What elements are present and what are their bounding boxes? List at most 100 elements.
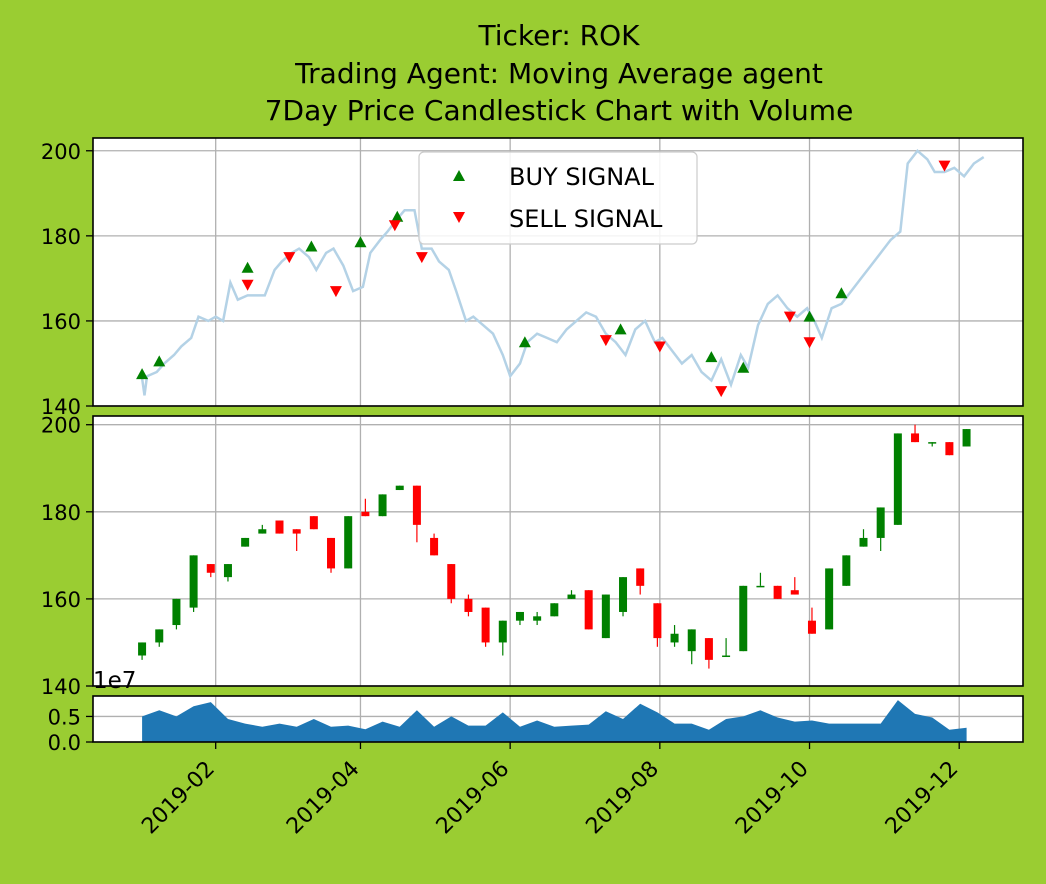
candle-body [464,598,473,612]
candle-body [395,485,404,491]
candles-ytick-label: 200 [41,414,81,438]
candle-body [739,585,748,652]
candle-body [412,485,421,525]
sell-signal-marker [415,252,428,264]
candle-body [807,620,816,634]
legend-sell-label: SELL SIGNAL [509,205,663,233]
legend-buy-marker [453,170,465,181]
candles-ytick-label: 180 [41,501,81,525]
price-ytick-label: 140 [41,395,81,419]
volume-yaxis: 0.00.5 [48,705,93,755]
buy-signal-marker [705,351,718,363]
title-line-2: Trading Agent: Moving Average agent [294,57,823,90]
candle-body [773,585,782,599]
price-yaxis: 140 160 180 200 [41,140,93,419]
candlestick-panel: 140 160 180 200 [41,414,1024,699]
sell-signal-marker [283,252,296,264]
candlestick-yaxis: 140 160 180 200 [41,414,93,699]
sell-signal-marker [599,335,612,347]
candle-body [533,616,542,621]
candle-body [962,429,971,447]
candle-body [842,555,851,586]
sell-signal-marker [653,341,666,353]
sell-signal-marker [241,279,254,291]
buy-signal-marker [305,240,318,252]
candle-body [567,594,576,599]
buy-signal-marker [391,210,404,222]
sell-signal-marker [783,311,796,323]
candle-body [790,590,799,595]
candle-body [825,568,834,630]
candle-body [911,433,920,443]
candle-body [704,638,713,660]
candle-body [550,603,559,617]
candle-body [722,655,731,658]
sell-signal-marker [388,220,401,232]
candle-body [601,594,610,639]
volume-panel: 0.00.5 1e7 [48,668,1024,755]
candle-body [447,564,456,599]
candle-body [756,585,765,588]
legend: BUY SIGNAL SELL SIGNAL [418,151,698,245]
volume-ytick-label: 0.5 [48,705,81,729]
candle-body [515,611,524,621]
buy-signal-marker [354,236,367,248]
candle-body [138,642,147,656]
signal-markers [136,160,951,398]
candle-body [155,629,164,643]
candle-body [893,433,902,525]
candlestick-panel-background [93,416,1023,686]
buy-signal-marker [737,361,750,373]
candle-body [945,442,954,456]
candle-body [498,620,507,643]
title-line-1: Ticker: ROK [477,19,640,52]
candle-body [876,507,885,538]
candlestick-panel-frame [92,415,1024,687]
price-ytick-label: 160 [41,310,81,334]
candle-body [653,603,662,639]
candle-body [275,520,284,534]
candles-ytick-label: 160 [41,588,81,612]
buy-signal-marker [518,336,531,348]
candle-body [258,529,267,534]
candles-ytick-label: 140 [41,675,81,699]
price-ytick-label: 200 [41,140,81,164]
candle-body [928,442,937,444]
buy-signal-marker [835,287,848,299]
candle-body [344,516,353,569]
candle-body [206,564,215,573]
candles [138,424,971,669]
candle-body [430,537,439,556]
candle-body [241,537,250,547]
price-ytick-label: 180 [41,225,81,249]
volume-ytick-label: 0.0 [48,731,81,755]
price-panel: 140 160 180 200 BUY SIGNAL SELL SIGNAL [41,137,1024,419]
buy-signal-marker [136,368,149,380]
candle-body [172,598,181,626]
candle-body [327,537,336,569]
candle-body [292,529,301,534]
buy-signal-marker [614,323,627,335]
candle-body [189,555,198,608]
candle-body [687,629,696,652]
candle-body [223,564,232,578]
volume-panel-frame [92,695,1024,743]
candle-body [309,516,318,530]
candle-body [481,607,490,643]
candle-body [584,590,593,630]
buy-signal-marker [803,310,816,322]
buy-signal-marker [153,355,166,367]
candle-body [859,537,868,547]
candle-body [361,511,370,517]
candle-body [636,568,645,586]
candle-body [378,494,387,517]
candle-body [619,577,628,612]
legend-box [418,151,698,245]
volume-area [142,700,967,742]
buy-signal-marker [241,261,254,273]
title-line-3: 7Day Price Candlestick Chart with Volume [265,94,854,127]
sell-signal-marker [938,160,951,172]
price-line [140,148,985,396]
volume-offset-label: 1e7 [93,668,136,694]
